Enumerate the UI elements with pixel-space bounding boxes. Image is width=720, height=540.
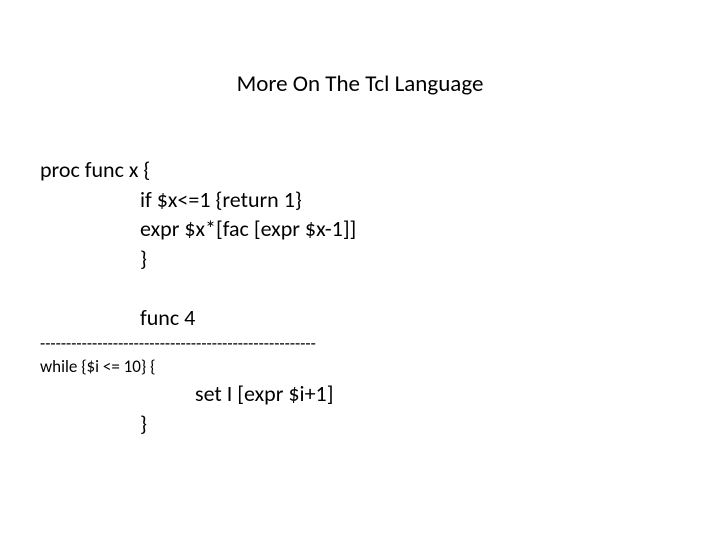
- slide: More On The Tcl Language proc func x { i…: [0, 0, 720, 540]
- blank-line-1: [40, 274, 680, 304]
- slide-title: More On The Tcl Language: [0, 70, 720, 98]
- code-line-1: proc func x {: [40, 155, 680, 185]
- code-line-6: while {$i <= 10} {: [40, 356, 680, 379]
- code-line-7: set I [expr $i+1]: [40, 379, 680, 409]
- separator-line: ----------------------------------------…: [40, 333, 680, 356]
- slide-body: proc func x { if $x<=1 {return 1} expr $…: [40, 155, 680, 438]
- code-line-5: func 4: [40, 303, 680, 333]
- code-line-8: }: [40, 409, 680, 439]
- code-line-2: if $x<=1 {return 1}: [40, 185, 680, 215]
- code-line-3: expr $x*[fac [expr $x-1]]: [40, 214, 680, 244]
- code-line-4: }: [40, 244, 680, 274]
